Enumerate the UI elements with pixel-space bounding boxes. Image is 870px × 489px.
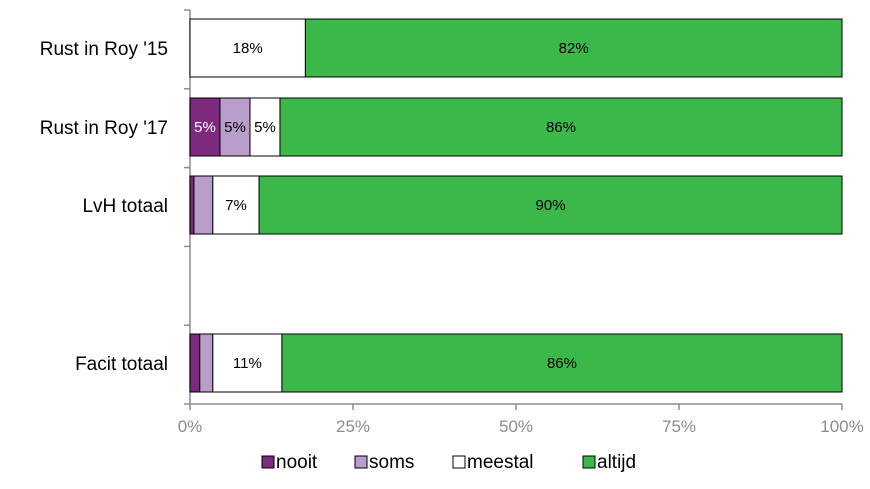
category-label-rust-in-roy-17: Rust in Roy '17: [40, 118, 168, 139]
data-label-soms-rust-in-roy-17: 5%: [224, 119, 246, 136]
data-label-meestal-lvh-totaal: 7%: [225, 197, 247, 214]
data-label-altijd-rust-in-roy-15: 82%: [559, 40, 589, 57]
legend-label-altijd: altijd: [597, 452, 636, 473]
bar-segment-nooit-facit-totaal: [189, 333, 201, 393]
category-label-rust-in-roy-15: Rust in Roy '15: [40, 39, 168, 60]
bar-segment-meestal-facit-totaal: [212, 333, 283, 393]
data-label-altijd-facit-totaal: 86%: [547, 355, 577, 372]
legend-swatch-altijd: [582, 455, 596, 469]
data-label-nooit-rust-in-roy-17: 5%: [194, 119, 216, 136]
legend-label-meestal: meestal: [467, 452, 534, 473]
legend-swatch-nooit: [261, 455, 275, 469]
x-tick-label: 25%: [336, 417, 370, 436]
bar-segment-nooit-rust-in-roy-17: [189, 97, 221, 157]
bar-segment-soms-lvh-totaal: [193, 175, 214, 235]
bar-segment-altijd-lvh-totaal: [258, 175, 843, 235]
data-label-meestal-rust-in-roy-15: 18%: [233, 40, 263, 57]
legend-label-soms: soms: [369, 452, 414, 473]
category-label-facit-totaal: Facit totaal: [75, 354, 168, 375]
x-tick-label: 75%: [662, 417, 696, 436]
bar-segment-meestal-rust-in-roy-15: [189, 18, 306, 78]
data-label-meestal-facit-totaal: 11%: [233, 355, 262, 372]
x-tick-label: 50%: [499, 417, 533, 436]
legend-label-nooit: nooit: [276, 452, 318, 473]
bar-segment-soms-facit-totaal: [199, 333, 214, 393]
x-tick-label: 100%: [820, 417, 863, 436]
category-label-lvh-totaal: LvH totaal: [82, 196, 168, 217]
data-label-altijd-rust-in-roy-17: 86%: [546, 119, 576, 136]
data-label-meestal-rust-in-roy-17: 5%: [254, 119, 276, 136]
bar-segment-soms-rust-in-roy-17: [219, 97, 251, 157]
bar-segment-altijd-rust-in-roy-17: [279, 97, 843, 157]
bar-segment-altijd-facit-totaal: [281, 333, 843, 393]
legend-swatch-meestal: [452, 455, 466, 469]
bar-segment-altijd-rust-in-roy-15: [304, 18, 843, 78]
plot-area: 0% 25% 50% 75% 100% 18% 82% Rust in Roy '15 5% 5%…: [40, 9, 864, 436]
data-label-altijd-lvh-totaal: 90%: [536, 197, 566, 214]
x-tick-label: 0%: [178, 417, 203, 436]
bar-segment-nooit-lvh-totaal: [189, 175, 195, 235]
bar-segment-meestal-lvh-totaal: [212, 175, 260, 235]
bar-segment-meestal-rust-in-roy-17: [249, 97, 281, 157]
legend-swatch-soms: [354, 455, 368, 469]
legend: nooit soms meestal altijd: [261, 452, 636, 473]
